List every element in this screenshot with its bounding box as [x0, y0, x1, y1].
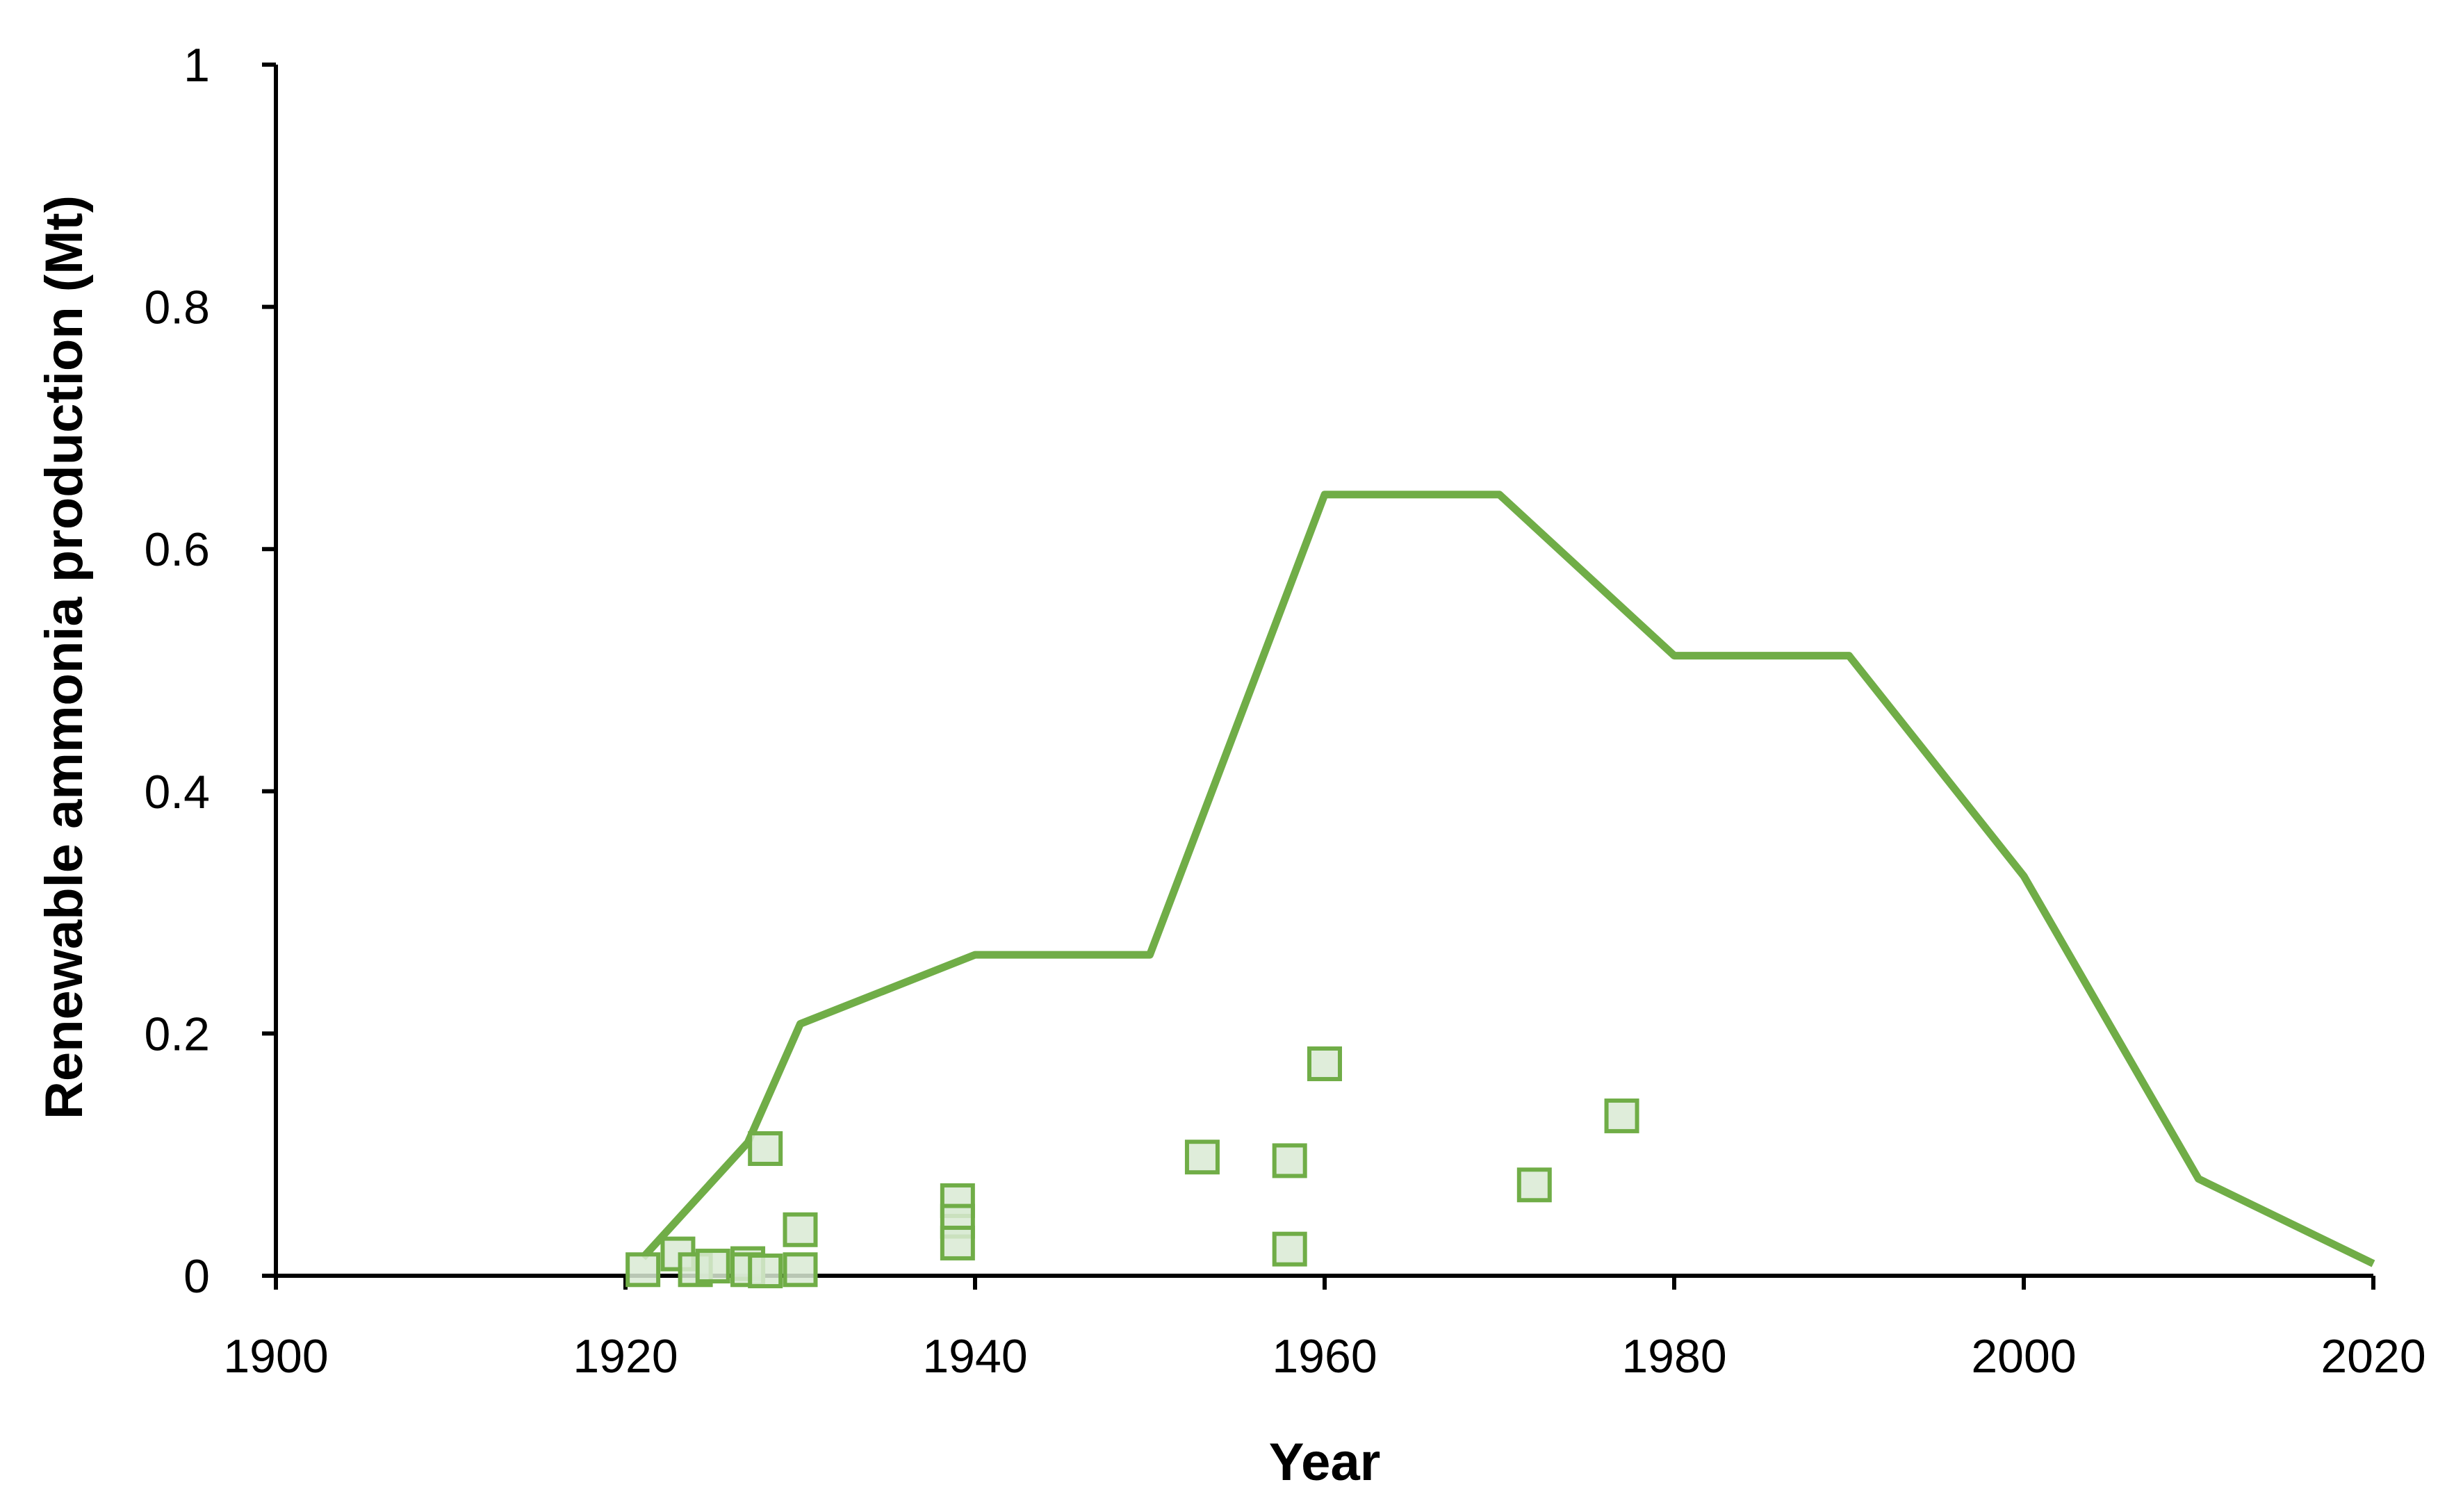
- y-tick-label: 1: [183, 39, 210, 92]
- x-tick-label: 2020: [2321, 1330, 2425, 1383]
- scatter-point: [1604, 1098, 1639, 1133]
- y-tick-label: 0.8: [144, 281, 210, 334]
- scatter-point: [783, 1252, 818, 1288]
- y-tick-label: 0.4: [144, 766, 210, 819]
- scatter-point: [1272, 1143, 1307, 1178]
- scatter-point: [1272, 1231, 1307, 1267]
- axis-ticks: 0 0.2 0.4 0.6 0.8 1 1900 1920 1940 1960 1980 2000 20…: [144, 39, 2425, 1383]
- x-tick-label: 1940: [922, 1330, 1027, 1383]
- x-tick-label: 1900: [223, 1330, 328, 1383]
- x-tick-label: 1960: [1272, 1330, 1377, 1383]
- scatter-point: [748, 1131, 783, 1166]
- scatter-point: [783, 1212, 818, 1247]
- series-line: [640, 491, 2375, 1267]
- scatter-point: [695, 1249, 730, 1284]
- axes: [274, 65, 2373, 1278]
- y-axis-title: Renewable ammonia production (Mt): [35, 195, 94, 1119]
- y-tick-label: 0.6: [144, 523, 210, 576]
- scatter-point: [1184, 1140, 1220, 1175]
- scatter-point: [1307, 1046, 1342, 1081]
- scatter-point: [940, 1225, 975, 1260]
- y-tick-label: 0.2: [144, 1008, 210, 1060]
- x-axis-title: Year: [1269, 1433, 1381, 1492]
- plot-area: [625, 491, 2375, 1289]
- x-tick-label: 1980: [1621, 1330, 1726, 1383]
- y-tick-label: 0: [183, 1250, 210, 1303]
- scatter-point: [625, 1252, 661, 1288]
- scatter-point: [748, 1254, 783, 1289]
- scatter-point: [1516, 1167, 1552, 1203]
- x-tick-label: 2000: [1971, 1330, 2076, 1383]
- x-tick-label: 1920: [573, 1330, 678, 1383]
